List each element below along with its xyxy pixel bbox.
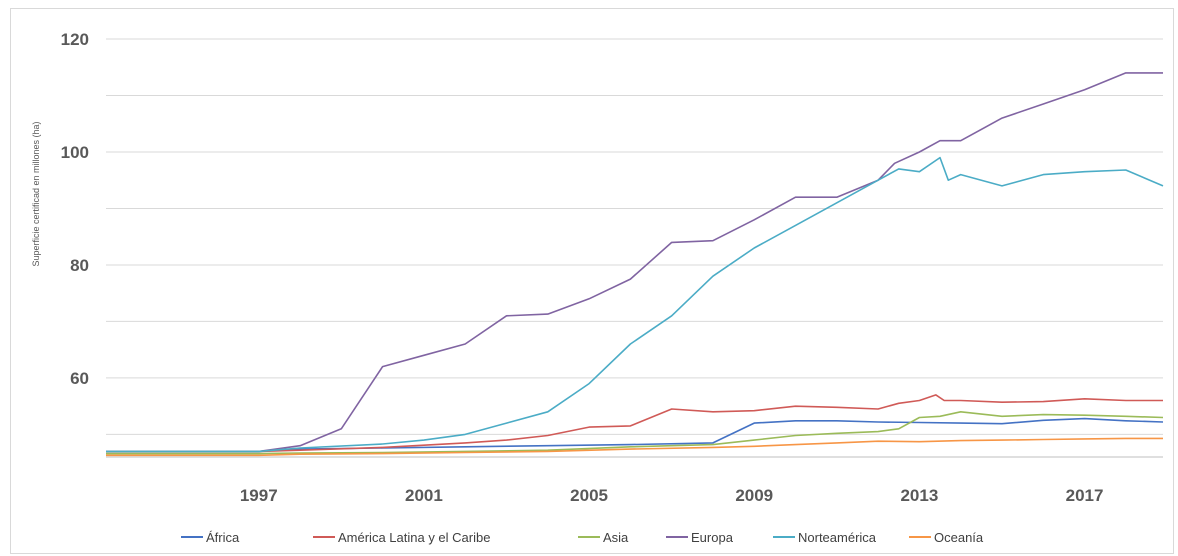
series-line-europa [106,72,1163,453]
legend-label: África [206,530,240,545]
y-axis-label: Superficie certificad en millones (ha) [31,121,41,266]
x-tick-label: 2009 [735,486,773,505]
x-tick-label: 2013 [900,486,938,505]
legend-label: Asia [603,530,629,545]
legend-label: Europa [691,530,734,545]
legend-label: Oceanía [934,530,984,545]
y-tick-label: 80 [70,256,89,275]
chart-frame: 60 80 100 120 1997 2001 2005 2009 2013 2017 Supe… [10,8,1174,554]
legend-item: África [181,530,240,545]
y-tick-label: 120 [61,30,89,49]
y-tick-label: 60 [70,369,89,388]
legend: África América Latina y el Caribe Asia Euro… [181,530,984,545]
legend-label: Norteamérica [798,530,877,545]
series-lines [106,72,1164,457]
series-line-oceanía [106,437,1163,457]
legend-item: Norteamérica [773,530,877,545]
legend-item: Europa [666,530,734,545]
x-tick-label: 2001 [405,486,443,505]
y-axis-ticks: 60 80 100 120 [61,30,89,388]
x-tick-label: 2017 [1066,486,1104,505]
series-line-américa-latina-y-el-caribe [106,394,1163,453]
x-axis-ticks: 1997 2001 2005 2009 2013 2017 [240,486,1104,505]
line-chart: 60 80 100 120 1997 2001 2005 2009 2013 2017 Supe… [31,30,1164,545]
series-line-asia [106,411,1164,455]
x-tick-label: 1997 [240,486,278,505]
x-tick-label: 2005 [570,486,608,505]
legend-label: América Latina y el Caribe [338,530,490,545]
series-line-norteamérica [106,156,1164,453]
legend-item: Asia [578,530,629,545]
y-tick-label: 100 [61,143,89,162]
legend-item: América Latina y el Caribe [313,530,490,545]
legend-item: Oceanía [909,530,984,545]
gridlines [106,38,1163,435]
